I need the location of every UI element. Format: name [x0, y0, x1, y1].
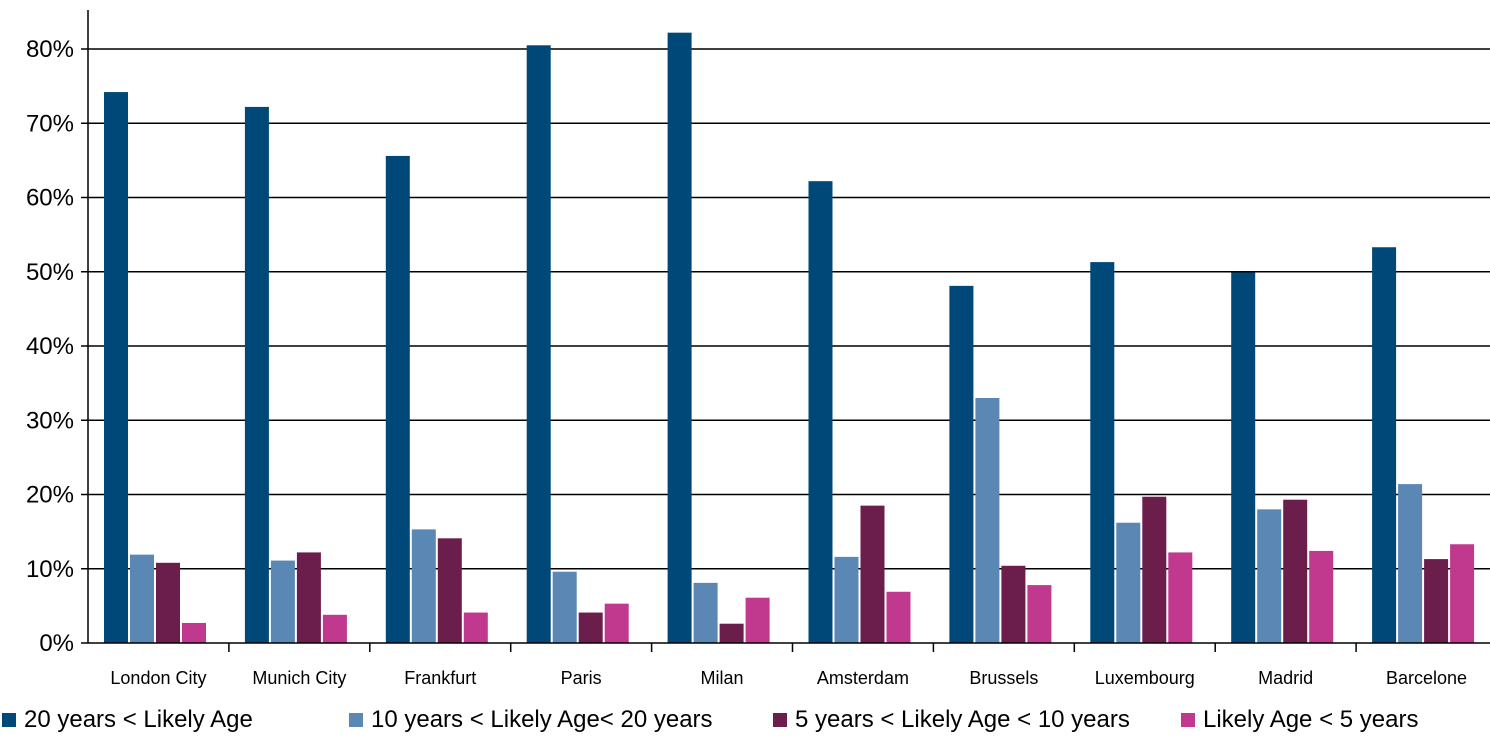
- bar: [975, 397, 1000, 643]
- bar: [1424, 559, 1449, 643]
- bar: [745, 597, 770, 643]
- bar: [526, 45, 551, 644]
- bar: [182, 622, 206, 643]
- bar: [834, 556, 859, 643]
- y-tick-label: 10%: [26, 556, 74, 583]
- y-tick-label: 80%: [26, 36, 74, 63]
- x-tick-label: Madrid: [1258, 668, 1313, 688]
- bar: [1309, 550, 1334, 643]
- x-tick-label: Frankfurt: [404, 668, 476, 688]
- y-tick-label: 70%: [26, 110, 74, 137]
- legend-item: 5 years < Likely Age < 10 years: [773, 706, 1130, 734]
- bar: [667, 32, 692, 644]
- bar: [1090, 262, 1115, 643]
- bar: [130, 554, 154, 643]
- legend-label: Likely Age < 5 years: [1203, 706, 1419, 733]
- y-tick-label: 20%: [26, 482, 74, 509]
- bar: [949, 285, 974, 643]
- bar: [437, 538, 462, 643]
- x-tick-label: Luxembourg: [1095, 668, 1195, 688]
- bar: [104, 92, 128, 643]
- y-tick-label: 40%: [26, 333, 74, 360]
- x-tick-label: Milan: [701, 668, 744, 688]
- bar: [1027, 585, 1052, 643]
- x-tick-label: Munich City: [252, 668, 346, 688]
- bar: [860, 505, 885, 643]
- legend-swatch: [1181, 713, 1195, 727]
- bar: [270, 560, 295, 643]
- bar: [156, 562, 180, 643]
- x-tick-label: Brussels: [969, 668, 1038, 688]
- bar: [411, 529, 436, 643]
- legend-swatch: [349, 713, 363, 727]
- bar: [719, 623, 744, 643]
- bar: [693, 582, 718, 643]
- legend-swatch: [2, 713, 16, 727]
- legend-item: Likely Age < 5 years: [1181, 706, 1418, 734]
- bar: [1283, 499, 1308, 643]
- bar-chart: 0% 10% 20% 30% 40% 50% 60% 70% 80% London City Mu…: [26, 10, 1490, 688]
- gridlines: [88, 48, 1490, 570]
- bar: [296, 552, 321, 643]
- bar: [1001, 565, 1026, 643]
- bar: [244, 106, 269, 644]
- bar: [552, 571, 577, 643]
- y-tick-label: 30%: [26, 407, 74, 434]
- bar: [1450, 544, 1475, 643]
- bar: [322, 614, 347, 643]
- bar: [1116, 522, 1141, 643]
- y-tick-label: 0%: [39, 630, 74, 657]
- y-tick-label: 50%: [26, 259, 74, 286]
- bar: [1168, 552, 1193, 643]
- bar: [1372, 247, 1397, 643]
- legend-label: 5 years < Likely Age < 10 years: [795, 706, 1130, 733]
- legend-item: 10 years < Likely Age< 20 years: [349, 706, 713, 734]
- bar: [1257, 509, 1282, 643]
- bar: [886, 591, 911, 643]
- bar: [1398, 484, 1423, 643]
- legend: 20 years < Likely Age 10 years < Likely A…: [0, 706, 1490, 738]
- bars: [104, 32, 1475, 644]
- legend-label: 10 years < Likely Age< 20 years: [371, 706, 713, 733]
- bar: [1231, 272, 1256, 643]
- bar: [604, 603, 629, 643]
- bar: [385, 155, 410, 644]
- x-tick-label: Paris: [561, 668, 602, 688]
- bar: [808, 181, 833, 644]
- x-tick-label: London City: [110, 668, 206, 688]
- x-axis-ticks: London City Munich City Frankfurt Paris Mila…: [110, 643, 1467, 688]
- x-tick-label: Barcelone: [1386, 668, 1467, 688]
- bar: [463, 612, 488, 643]
- legend-swatch: [773, 713, 787, 727]
- x-tick-label: Amsterdam: [817, 668, 909, 688]
- legend-label: 20 years < Likely Age: [24, 706, 253, 733]
- bar: [1142, 496, 1167, 643]
- legend-item: 20 years < Likely Age: [2, 706, 253, 734]
- bar: [578, 612, 603, 643]
- y-axis-ticks: 0% 10% 20% 30% 40% 50% 60% 70% 80%: [26, 36, 88, 657]
- y-tick-label: 60%: [26, 185, 74, 212]
